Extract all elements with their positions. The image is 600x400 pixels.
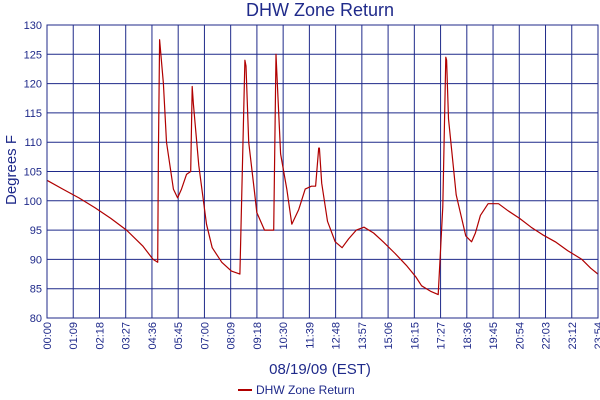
y-tick-label: 95: [30, 225, 42, 237]
chart-title: DHW Zone Return: [246, 0, 394, 20]
legend: DHW Zone Return: [238, 383, 355, 397]
y-tick-label: 90: [30, 254, 42, 266]
x-axis-label: 08/19/09 (EST): [269, 361, 371, 378]
y-tick-label: 130: [24, 20, 42, 32]
y-axis-ticks: 80 85 90 95 100 105 110 115 120 125 130: [24, 20, 42, 325]
x-tick-label: 07:00: [199, 322, 211, 350]
x-tick-label: 23:54: [593, 322, 600, 350]
y-tick-label: 125: [24, 49, 42, 61]
y-axis-label: Degrees F: [3, 135, 20, 205]
grid: [46, 24, 599, 319]
x-tick-label: 12:48: [331, 322, 343, 350]
x-tick-label: 13:57: [357, 322, 369, 350]
legend-entry: DHW Zone Return: [256, 383, 355, 397]
x-tick-label: 15:06: [383, 322, 395, 350]
x-tick-label: 02:18: [94, 322, 106, 350]
plot-border: [46, 24, 599, 319]
x-tick-label: 20:54: [514, 322, 526, 350]
x-tick-label: 19:45: [488, 322, 500, 350]
y-tick-label: 80: [30, 313, 42, 325]
y-tick-label: 85: [30, 284, 42, 296]
y-tick-label: 105: [24, 167, 42, 179]
x-tick-label: 11:39: [304, 322, 316, 349]
y-tick-label: 100: [24, 196, 42, 208]
x-axis-ticks: 00:00 01:09 02:18 03:27 04:36 05:45 07:00 08:09…: [42, 322, 600, 350]
x-tick-label: 10:30: [278, 322, 290, 350]
y-tick-label: 115: [24, 108, 42, 120]
x-tick-label: 16:15: [409, 322, 421, 350]
x-tick-label: 23:12: [567, 322, 579, 350]
x-tick-label: 08:09: [226, 322, 238, 350]
y-tick-label: 120: [24, 79, 42, 91]
x-tick-label: 05:45: [173, 322, 185, 350]
series-layer: [46, 39, 599, 296]
x-tick-label: 01:09: [68, 322, 80, 350]
series-line: [46, 39, 599, 296]
x-tick-label: 04:36: [147, 322, 159, 350]
x-tick-label: 03:27: [121, 322, 133, 350]
x-tick-label: 09:18: [252, 322, 264, 350]
y-tick-label: 110: [24, 137, 42, 149]
x-tick-label: 17:27: [436, 322, 448, 350]
x-tick-label: 18:36: [462, 322, 474, 350]
x-tick-label: 00:00: [42, 322, 54, 350]
x-tick-label: 22:03: [541, 322, 553, 350]
